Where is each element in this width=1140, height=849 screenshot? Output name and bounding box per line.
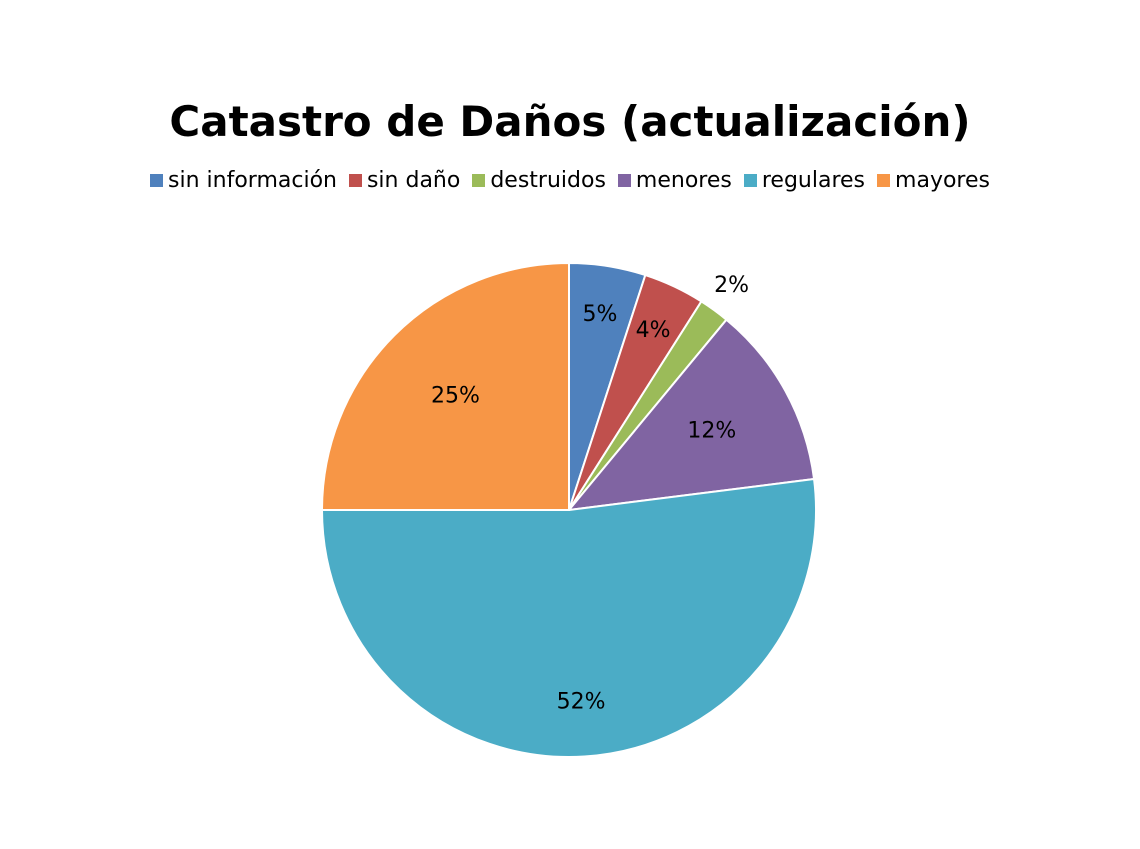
legend-swatch bbox=[877, 174, 891, 187]
legend-item-sin-informacion: sin información bbox=[150, 168, 337, 193]
legend-item-regulares: regulares bbox=[743, 168, 866, 193]
chart-legend: sin información sin daño destruidos meno… bbox=[0, 168, 1140, 193]
legend-swatch bbox=[472, 174, 486, 187]
pie-slice-regulares bbox=[320, 477, 817, 758]
data-label-destruidos: 2% bbox=[714, 273, 749, 298]
legend-label: sin daño bbox=[366, 168, 461, 193]
data-label-sin-daño: 4% bbox=[636, 318, 671, 343]
pie-slice-mayores bbox=[320, 261, 570, 511]
legend-item-menores: menores bbox=[617, 168, 732, 193]
legend-swatch bbox=[150, 174, 164, 187]
legend-label: menores bbox=[635, 168, 732, 193]
data-label-sin-información: 5% bbox=[582, 302, 617, 327]
chart-title: Catastro de Daños (actualización) bbox=[169, 97, 971, 146]
legend-label: destruidos bbox=[490, 168, 606, 193]
legend-swatch bbox=[743, 174, 757, 187]
legend-item-sin-dano: sin daño bbox=[348, 168, 461, 193]
legend-item-mayores: mayores bbox=[877, 168, 990, 193]
legend-label: sin información bbox=[168, 168, 337, 193]
data-label-regulares: 52% bbox=[557, 689, 606, 714]
pie-slice-menores bbox=[566, 318, 816, 512]
data-label-menores: 12% bbox=[687, 418, 736, 443]
legend-swatch bbox=[617, 174, 631, 187]
legend-label: mayores bbox=[895, 168, 990, 193]
legend-item-destruidos: destruidos bbox=[472, 168, 606, 193]
legend-swatch bbox=[348, 174, 362, 187]
data-label-mayores: 25% bbox=[431, 383, 480, 408]
legend-label: regulares bbox=[761, 168, 866, 193]
